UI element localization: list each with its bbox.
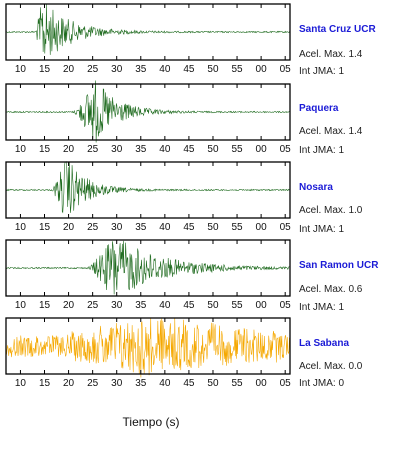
x-tick-label-2-8: 50 [207, 222, 219, 233]
x-tick-label-3-10: 00 [256, 300, 268, 311]
x-tick-label-3-8: 50 [207, 300, 219, 311]
x-tick-label-3-6: 40 [159, 300, 171, 311]
x-tick-label-4-4: 30 [111, 378, 123, 389]
x-tick-label-0-0: 10 [15, 64, 27, 75]
x-tick-label-2-9: 55 [231, 222, 243, 233]
x-tick-label-0-3: 25 [87, 64, 99, 75]
x-tick-label-2-3: 25 [87, 222, 99, 233]
x-tick-label-0-1: 15 [39, 64, 51, 75]
x-tick-label-2-0: 10 [15, 222, 27, 233]
x-tick-label-0-5: 35 [135, 64, 147, 75]
x-tick-label-4-10: 00 [256, 378, 268, 389]
x-tick-label-2-5: 35 [135, 222, 147, 233]
x-tick-label-1-9: 55 [231, 144, 243, 155]
panel-frame-0 [5, 3, 291, 61]
x-tick-label-4-7: 45 [183, 378, 195, 389]
x-tick-label-1-10: 00 [256, 144, 268, 155]
x-tick-label-0-6: 40 [159, 64, 171, 75]
panel-frame-1 [5, 83, 291, 141]
station-name-nosara: Nosara [299, 182, 333, 193]
x-tick-label-4-8: 50 [207, 378, 219, 389]
x-tick-label-3-7: 45 [183, 300, 195, 311]
panel-2: 10 15 20 25 30 35 40 45 50 55 00 05 [5, 161, 292, 233]
x-tick-label-3-4: 30 [111, 300, 123, 311]
x-tick-label-1-7: 45 [183, 144, 195, 155]
accel-max-nosara: Acel. Max. 1.0 [299, 205, 363, 216]
x-tick-label-4-5: 35 [135, 378, 147, 389]
panel-3: 10 15 20 25 30 35 40 45 50 55 00 05 [5, 239, 292, 311]
x-tick-label-2-2: 20 [63, 222, 75, 233]
x-tick-label-3-0: 10 [15, 300, 27, 311]
panel-frame-3 [5, 239, 291, 297]
x-tick-label-4-3: 25 [87, 378, 99, 389]
x-tick-label-3-2: 20 [63, 300, 75, 311]
x-tick-label-0-10: 00 [256, 64, 268, 75]
x-tick-label-2-1: 15 [39, 222, 51, 233]
x-tick-label-4-1: 15 [39, 378, 51, 389]
x-tick-label-4-2: 20 [63, 378, 75, 389]
x-tick-label-1-3: 25 [87, 144, 99, 155]
x-axis-label: Tiempo (s) [122, 415, 180, 429]
int-jma-paquera: Int JMA: 1 [299, 145, 345, 156]
waveform-1 [5, 80, 291, 143]
x-tick-label-3-11: 05 [280, 300, 292, 311]
int-jma-la-sabana: Int JMA: 0 [299, 378, 345, 389]
int-jma-santa-cruz: Int JMA: 1 [299, 66, 345, 77]
panel-frame-4 [5, 317, 291, 375]
x-tick-label-2-10: 00 [256, 222, 268, 233]
x-tick-label-2-11: 05 [280, 222, 292, 233]
x-tick-label-3-5: 35 [135, 300, 147, 311]
x-tick-label-1-1: 15 [39, 144, 51, 155]
x-tick-label-1-5: 35 [135, 144, 147, 155]
x-tick-label-1-2: 20 [63, 144, 75, 155]
panel-4: 10 15 20 25 30 35 40 45 50 55 00 05 [5, 317, 292, 389]
int-jma-nosara: Int JMA: 1 [299, 224, 345, 235]
waveform-4 [5, 317, 291, 378]
station-name-santa-cruz: Santa Cruz UCR [299, 24, 376, 35]
x-tick-label-1-6: 40 [159, 144, 171, 155]
x-tick-label-2-4: 30 [111, 222, 123, 233]
x-tick-label-3-1: 15 [39, 300, 51, 311]
x-tick-label-0-2: 20 [63, 64, 75, 75]
panel-frame-2 [5, 161, 291, 219]
x-tick-label-0-9: 55 [231, 64, 243, 75]
waveform-0 [5, 4, 291, 55]
x-tick-label-4-11: 05 [280, 378, 292, 389]
accel-max-paquera: Acel. Max. 1.4 [299, 126, 363, 137]
x-tick-label-0-11: 05 [280, 64, 292, 75]
x-tick-label-0-8: 50 [207, 64, 219, 75]
x-tick-label-0-4: 30 [111, 64, 123, 75]
x-tick-label-2-6: 40 [159, 222, 171, 233]
station-name-la-sabana: La Sabana [299, 338, 350, 349]
int-jma-san-ramon: Int JMA: 1 [299, 302, 345, 313]
accel-max-la-sabana: Acel. Max. 0.0 [299, 361, 363, 372]
x-tick-label-1-4: 30 [111, 144, 123, 155]
x-tick-label-1-11: 05 [280, 144, 292, 155]
x-tick-label-4-0: 10 [15, 378, 27, 389]
accel-max-santa-cruz: Acel. Max. 1.4 [299, 49, 363, 60]
station-name-san-ramon: San Ramon UCR [299, 260, 379, 271]
station-name-paquera: Paquera [299, 103, 339, 114]
x-tick-label-4-9: 55 [231, 378, 243, 389]
x-tick-label-3-3: 25 [87, 300, 99, 311]
x-tick-label-1-0: 10 [15, 144, 27, 155]
x-tick-label-1-8: 50 [207, 144, 219, 155]
waveform-2 [5, 161, 291, 214]
x-tick-label-3-9: 55 [231, 300, 243, 311]
x-tick-label-0-7: 45 [183, 64, 195, 75]
panel-1: 10 15 20 25 30 35 40 45 50 55 00 05 [5, 80, 292, 155]
x-tick-label-2-7: 45 [183, 222, 195, 233]
accel-max-san-ramon: Acel. Max. 0.6 [299, 284, 363, 295]
waveform-3 [5, 240, 291, 295]
x-tick-label-4-6: 40 [159, 378, 171, 389]
panel-0: 10 15 20 25 30 35 40 45 50 55 00 05 [5, 3, 292, 75]
